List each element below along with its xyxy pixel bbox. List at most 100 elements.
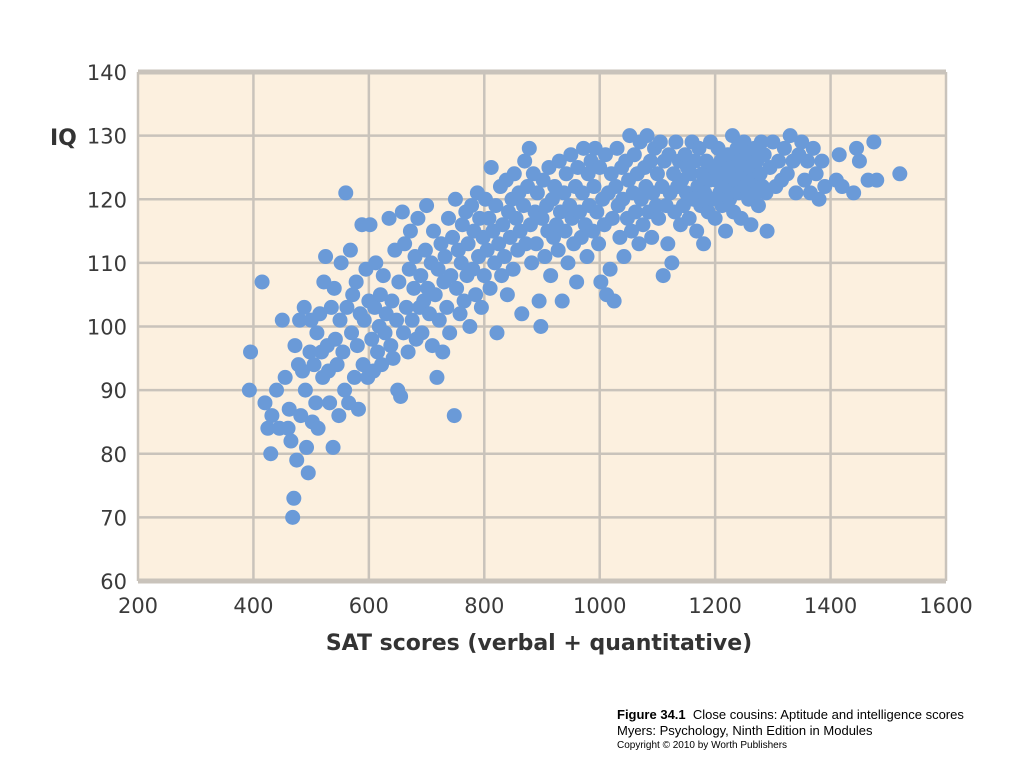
data-point bbox=[517, 153, 533, 169]
data-point bbox=[574, 185, 590, 201]
data-point bbox=[495, 217, 511, 233]
data-point bbox=[427, 287, 443, 303]
data-point bbox=[531, 293, 547, 309]
data-point bbox=[368, 255, 384, 271]
data-point bbox=[435, 344, 451, 360]
data-point bbox=[446, 408, 462, 424]
data-point bbox=[631, 236, 647, 252]
data-point bbox=[402, 223, 418, 239]
data-point bbox=[312, 306, 328, 322]
data-point bbox=[589, 204, 605, 220]
data-point bbox=[743, 217, 759, 233]
data-point bbox=[456, 293, 472, 309]
data-point bbox=[331, 408, 347, 424]
data-point bbox=[585, 223, 601, 239]
data-point bbox=[683, 166, 699, 182]
data-point bbox=[546, 229, 562, 245]
data-point bbox=[691, 140, 707, 156]
data-point bbox=[377, 325, 393, 341]
data-point bbox=[367, 299, 383, 315]
data-point bbox=[664, 255, 680, 271]
data-point bbox=[849, 140, 865, 156]
data-point bbox=[397, 236, 413, 252]
data-point bbox=[339, 299, 355, 315]
data-point bbox=[264, 408, 280, 424]
data-point bbox=[765, 134, 781, 150]
data-point bbox=[817, 179, 833, 195]
data-point bbox=[429, 369, 445, 385]
data-point bbox=[506, 166, 522, 182]
data-point bbox=[556, 185, 572, 201]
data-point bbox=[576, 140, 592, 156]
y-tick-label: 100 bbox=[87, 316, 127, 340]
data-point bbox=[329, 357, 345, 373]
data-point bbox=[892, 166, 908, 182]
data-point bbox=[349, 338, 365, 354]
data-point bbox=[280, 420, 296, 436]
data-point bbox=[296, 299, 312, 315]
data-point bbox=[537, 249, 553, 265]
data-point bbox=[756, 147, 772, 163]
data-point bbox=[356, 312, 372, 328]
data-point bbox=[592, 159, 608, 175]
data-point bbox=[808, 166, 824, 182]
y-tick-label: 60 bbox=[100, 570, 127, 594]
data-point bbox=[447, 191, 463, 207]
y-tick-label: 130 bbox=[87, 125, 127, 149]
caption-title-line: Figure 34.1 Close cousins: Aptitude and … bbox=[617, 707, 1017, 723]
data-point bbox=[468, 287, 484, 303]
data-point bbox=[346, 369, 362, 385]
data-point bbox=[443, 268, 459, 284]
data-point bbox=[522, 217, 538, 233]
data-point bbox=[404, 312, 420, 328]
data-point bbox=[433, 236, 449, 252]
data-point bbox=[406, 280, 422, 296]
data-point bbox=[616, 249, 632, 265]
data-point bbox=[687, 153, 703, 169]
data-point bbox=[580, 166, 596, 182]
data-point bbox=[374, 357, 390, 373]
data-point bbox=[633, 191, 649, 207]
data-point bbox=[333, 255, 349, 271]
data-point bbox=[326, 280, 342, 296]
data-point bbox=[325, 439, 341, 455]
data-point bbox=[753, 134, 769, 150]
data-point bbox=[327, 331, 343, 347]
data-point bbox=[651, 210, 667, 226]
data-point bbox=[799, 153, 815, 169]
data-point bbox=[364, 331, 380, 347]
data-point bbox=[372, 287, 388, 303]
figure-label: Figure 34.1 bbox=[617, 707, 686, 722]
data-point bbox=[557, 223, 573, 239]
data-point bbox=[300, 465, 316, 481]
data-point bbox=[460, 236, 476, 252]
data-point bbox=[289, 452, 305, 468]
data-point bbox=[394, 204, 410, 220]
x-tick-label: 1600 bbox=[919, 594, 972, 618]
data-point bbox=[707, 210, 723, 226]
data-point bbox=[831, 147, 847, 163]
caption-copyright: Copyright © 2010 by Worth Publishers bbox=[617, 740, 788, 751]
data-point bbox=[805, 140, 821, 156]
data-point bbox=[449, 280, 465, 296]
data-point bbox=[425, 223, 441, 239]
x-tick-label: 600 bbox=[349, 594, 389, 618]
data-point bbox=[586, 179, 602, 195]
data-point bbox=[400, 344, 416, 360]
data-point bbox=[550, 242, 566, 258]
x-tick-label: 800 bbox=[464, 594, 504, 618]
data-point bbox=[401, 261, 417, 277]
data-point bbox=[488, 198, 504, 214]
data-point bbox=[274, 312, 290, 328]
y-tick-label: 110 bbox=[87, 252, 127, 276]
data-point bbox=[445, 229, 461, 245]
data-point bbox=[287, 338, 303, 354]
data-point bbox=[776, 140, 792, 156]
data-point bbox=[318, 249, 334, 265]
data-point bbox=[508, 210, 524, 226]
data-point bbox=[563, 147, 579, 163]
y-tick-label: 80 bbox=[100, 443, 127, 467]
data-point bbox=[759, 223, 775, 239]
data-point bbox=[297, 382, 313, 398]
data-point bbox=[283, 433, 299, 449]
